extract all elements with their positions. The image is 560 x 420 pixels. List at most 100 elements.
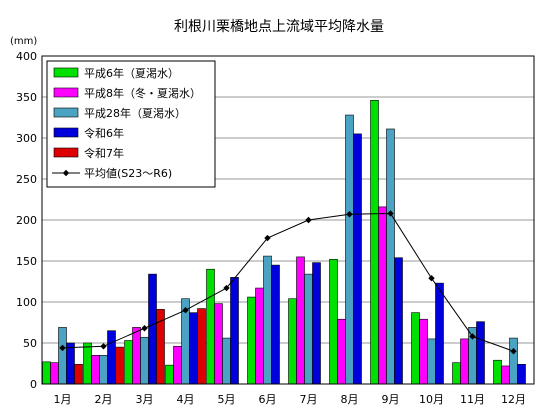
legend-swatch-5 [53, 147, 79, 158]
bar--8--11 [460, 338, 469, 385]
chart-title: 利根川栗橋地点上流域平均降水量 [174, 19, 384, 35]
bar--6--2 [107, 330, 116, 385]
bar--28--6 [263, 255, 272, 385]
bar--6--10 [411, 312, 420, 385]
bar--28--10 [427, 338, 436, 385]
y-tick-label-200: 200 [16, 214, 37, 227]
bar--8--7 [296, 256, 305, 385]
bar--28--1 [58, 327, 67, 385]
bar--8--1 [50, 362, 59, 385]
bar--6--5 [206, 268, 215, 385]
bar--6--9 [394, 257, 403, 385]
plot-frame [41, 55, 535, 385]
legend-marker [62, 169, 70, 177]
average-point-10 [428, 275, 435, 282]
average-point-7 [305, 216, 312, 224]
axes: 0 50 100 150 200 250 300 350 400 1月 2月 3月 4月 5月 6月 7月 8月… [16, 50, 535, 406]
y-tick-label-400: 400 [16, 50, 37, 63]
x-tick-label-6: 6月 [259, 393, 277, 406]
legend-label-5: 令和7年 [84, 146, 124, 160]
average-line-series [59, 210, 517, 355]
bar--6--12 [493, 359, 502, 385]
average-point-1 [59, 344, 66, 352]
bar--28--2 [99, 354, 108, 385]
legend-label-3: 平成28年（夏渇水） [84, 106, 186, 120]
y-tick-label-0: 0 [30, 378, 37, 391]
y-axis-unit: (mm) [10, 36, 37, 47]
average-point-4 [182, 307, 189, 314]
bar--8--2 [91, 354, 100, 385]
legend-label-1: 平成6年（夏渇水） [84, 66, 179, 80]
bar--8--9 [378, 206, 387, 385]
x-tick-label-3: 3月 [136, 393, 154, 406]
bar--28--5 [222, 337, 231, 385]
legend-label-6: 平均値(S23～R6) [84, 167, 172, 180]
bar--7--4 [197, 308, 206, 385]
bar--6--7 [288, 298, 297, 385]
bar--6--11 [476, 321, 485, 385]
bar--6--9 [370, 99, 379, 385]
line-average [62, 212, 514, 352]
x-tick-label-10: 10月 [419, 393, 444, 406]
y-tick-label-150: 150 [16, 255, 37, 268]
bar--28--7 [304, 273, 313, 385]
legend-swatch-4 [53, 127, 79, 138]
x-tick-label-5: 5月 [218, 393, 236, 406]
bar--6--1 [66, 342, 75, 385]
x-tick-label-2: 2月 [95, 393, 113, 406]
bar--6--3 [124, 340, 133, 385]
bar--7--2 [115, 346, 124, 385]
average-point-9 [387, 210, 394, 217]
y-tick-label-350: 350 [16, 91, 37, 104]
y-tick-label-100: 100 [16, 296, 37, 309]
bar--8--12 [501, 365, 510, 385]
y-tick-label-250: 250 [16, 173, 37, 186]
average-point-2 [100, 343, 107, 350]
bar--6--8 [353, 133, 362, 385]
bar--8--8 [337, 318, 346, 385]
average-point-3 [141, 325, 148, 332]
legend: 平成6年（夏渇水） 平成8年（冬・夏渇水） 平成28年（夏渇水） 令和6年令和7年平均… [46, 60, 216, 188]
bar--8--10 [419, 318, 428, 385]
bar--7--1 [74, 364, 83, 385]
bar--6--7 [312, 262, 321, 385]
x-tick-label-7: 7月 [300, 393, 318, 406]
bar--6--12 [517, 364, 526, 385]
y-tick-label-50: 50 [23, 337, 37, 350]
legend-swatch-3 [53, 107, 79, 118]
bar--28--8 [345, 114, 354, 385]
x-tick-label-11: 11月 [460, 393, 485, 406]
bar--6--6 [247, 296, 256, 385]
bar--28--9 [386, 128, 395, 385]
bar--6--11 [452, 362, 461, 385]
legend-box [46, 60, 216, 188]
x-tick-label-12: 12月 [501, 393, 526, 406]
average-point-12 [510, 348, 517, 355]
average-point-5 [223, 284, 230, 292]
average-point-6 [264, 234, 271, 242]
bar--6--10 [435, 282, 444, 385]
bar--8--4 [173, 345, 182, 385]
average-point-11 [469, 333, 476, 340]
bar--6--3 [148, 273, 157, 385]
bar--6--2 [83, 342, 92, 385]
bar--28--12 [509, 337, 518, 385]
bar--8--5 [214, 303, 223, 385]
legend-swatch-1 [53, 67, 79, 78]
y-tick-label-300: 300 [16, 132, 37, 145]
bar--7--3 [156, 309, 165, 385]
bar--6--5 [230, 277, 239, 385]
legend-swatch-2 [53, 87, 79, 98]
bar--8--3 [132, 327, 141, 385]
bar--6--8 [329, 259, 338, 385]
x-tick-label-9: 9月 [382, 393, 400, 406]
average-point-8 [346, 211, 353, 218]
legend-label-2: 平成8年（冬・夏渇水） [84, 86, 201, 100]
bar--28--3 [140, 336, 149, 385]
bar--6--1 [42, 361, 51, 385]
x-tick-label-1: 1月 [54, 393, 72, 406]
legend-label-4: 令和6年 [84, 126, 124, 140]
bar--6--6 [271, 264, 280, 385]
bar--6--4 [165, 364, 174, 385]
